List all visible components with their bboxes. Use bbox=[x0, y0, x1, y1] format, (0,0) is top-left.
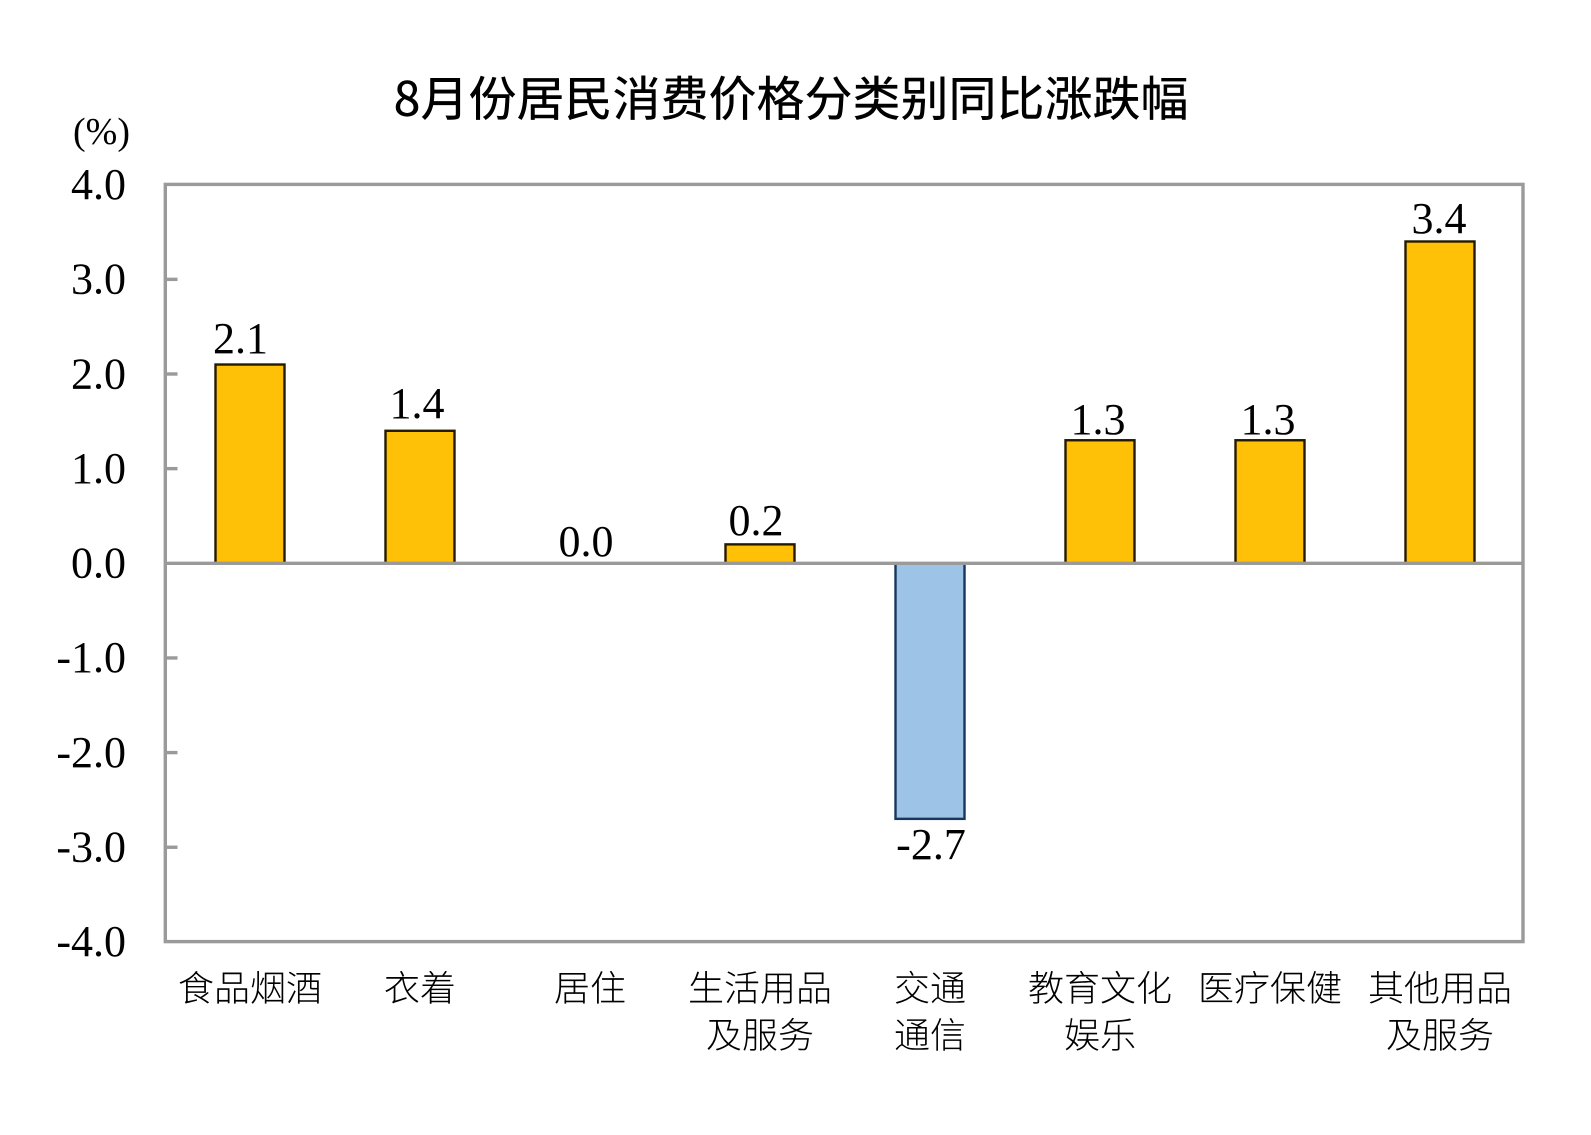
svg-text:3.4: 3.4 bbox=[1412, 194, 1467, 243]
svg-text:2.1: 2.1 bbox=[213, 314, 268, 363]
svg-text:-1.0: -1.0 bbox=[56, 633, 126, 682]
svg-text:0.0: 0.0 bbox=[559, 517, 614, 566]
svg-text:1.3: 1.3 bbox=[1071, 395, 1126, 444]
svg-text:0.0: 0.0 bbox=[71, 539, 126, 588]
svg-text:1.0: 1.0 bbox=[71, 444, 126, 493]
svg-text:3.0: 3.0 bbox=[71, 255, 126, 304]
svg-text:2.0: 2.0 bbox=[71, 349, 126, 398]
svg-text:-2.0: -2.0 bbox=[56, 728, 126, 777]
svg-text:-4.0: -4.0 bbox=[56, 917, 126, 966]
svg-text:1.4: 1.4 bbox=[390, 379, 445, 428]
svg-text:1.3: 1.3 bbox=[1241, 395, 1296, 444]
svg-text:0.2: 0.2 bbox=[729, 496, 784, 545]
svg-text:(%): (%) bbox=[73, 111, 130, 153]
svg-text:-3.0: -3.0 bbox=[56, 823, 126, 872]
svg-text:-2.7: -2.7 bbox=[896, 820, 966, 869]
svg-text:4.0: 4.0 bbox=[71, 160, 126, 209]
